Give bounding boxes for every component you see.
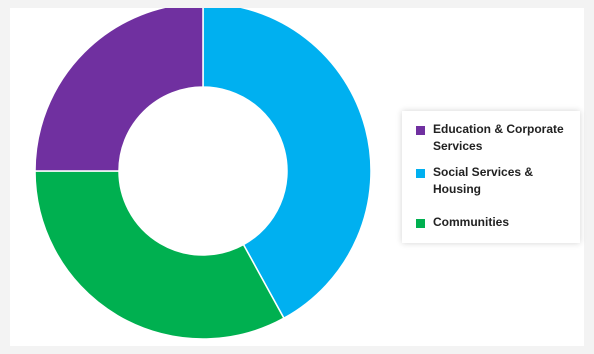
donut-slice-communities [34,170,285,340]
legend-item-communities: Communities [416,214,581,231]
legend-swatch [416,169,425,178]
legend-swatch [416,126,425,135]
donut-slice-education-corporate-services [34,8,204,172]
legend-item-education-corporate-services: Education & Corporate Services [416,121,581,155]
legend-swatch [416,219,425,228]
legend-label: Communities [433,215,510,229]
donut-slice-social-services-housing [202,8,372,320]
donut-chart [34,8,372,340]
legend-label: Social Services & Housing [433,165,534,196]
chart-area: Education & Corporate Services Social Se… [10,8,584,346]
legend-item-social-services-housing: Social Services & Housing [416,164,581,198]
chart-legend: Education & Corporate Services Social Se… [402,111,580,243]
legend-label: Education & Corporate Services [433,122,564,153]
